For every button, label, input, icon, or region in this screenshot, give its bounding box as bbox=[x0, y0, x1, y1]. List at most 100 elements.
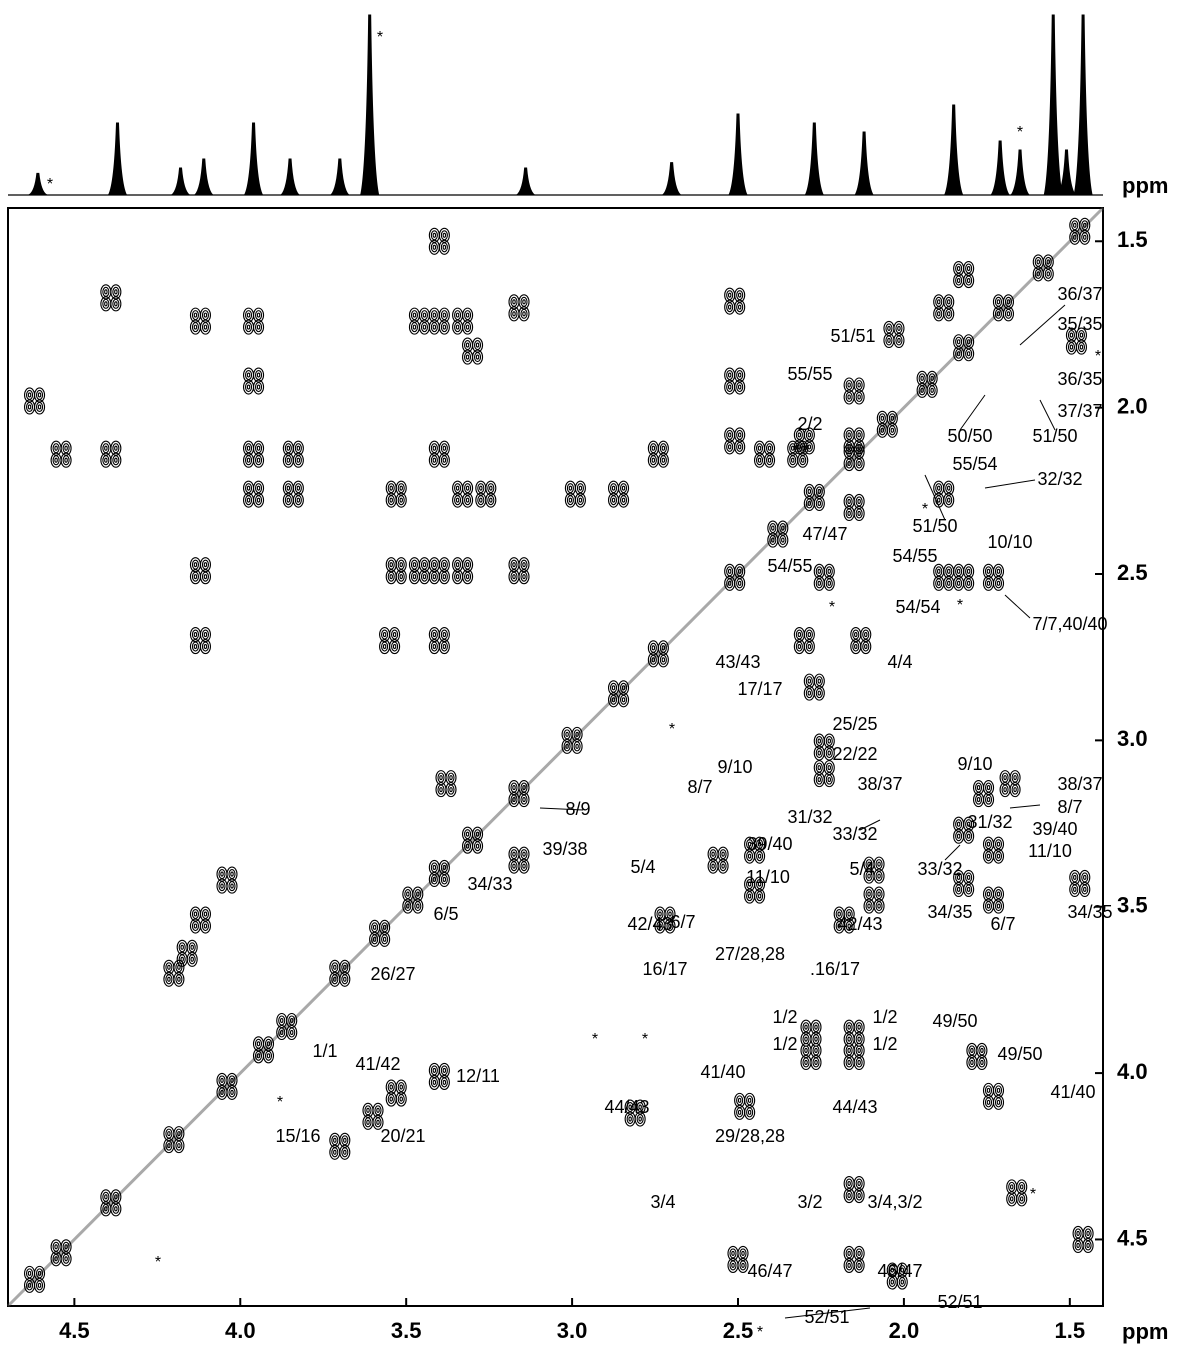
contour bbox=[956, 886, 961, 892]
contour bbox=[432, 1079, 437, 1085]
contour bbox=[900, 1267, 905, 1273]
cross-peak bbox=[1072, 1225, 1094, 1254]
contour bbox=[449, 787, 453, 793]
contour bbox=[333, 1137, 337, 1143]
contour bbox=[857, 1180, 861, 1187]
cross-peak bbox=[428, 440, 450, 468]
contour bbox=[440, 443, 448, 454]
contour bbox=[518, 569, 530, 585]
cross-peak bbox=[282, 480, 304, 508]
contour bbox=[387, 483, 395, 494]
contour bbox=[978, 1045, 986, 1056]
contour bbox=[611, 685, 616, 691]
contour bbox=[366, 1107, 370, 1113]
contour bbox=[464, 559, 472, 570]
cross-peak bbox=[1065, 327, 1088, 355]
contour bbox=[244, 495, 253, 506]
contour bbox=[430, 862, 438, 873]
cross-peak bbox=[428, 859, 450, 888]
contour bbox=[33, 399, 46, 415]
contour bbox=[855, 429, 863, 440]
contour bbox=[104, 289, 108, 295]
contour bbox=[845, 441, 853, 452]
peak-marker: * bbox=[1030, 1186, 1036, 1203]
contour bbox=[520, 861, 528, 872]
contour bbox=[465, 342, 470, 348]
contour bbox=[430, 455, 438, 466]
contour bbox=[805, 676, 813, 687]
contour bbox=[510, 296, 518, 307]
contour bbox=[440, 1077, 448, 1088]
contour bbox=[825, 762, 833, 773]
contour bbox=[847, 1262, 851, 1268]
contour bbox=[1013, 775, 1017, 781]
contour bbox=[878, 413, 886, 424]
cross-peak bbox=[953, 563, 975, 591]
contour bbox=[965, 884, 973, 895]
contour bbox=[437, 784, 445, 795]
contour bbox=[387, 495, 395, 506]
contour bbox=[343, 976, 347, 982]
contour bbox=[817, 765, 822, 771]
contour bbox=[284, 455, 292, 466]
contour bbox=[815, 578, 823, 589]
contour bbox=[284, 483, 292, 494]
contour bbox=[191, 571, 200, 582]
contour bbox=[744, 1104, 756, 1120]
contour bbox=[110, 296, 122, 312]
peak-label: 20/21 bbox=[380, 1126, 425, 1146]
contour bbox=[771, 525, 775, 531]
contour bbox=[226, 878, 238, 894]
contour bbox=[823, 745, 835, 761]
contour bbox=[845, 1190, 853, 1201]
contour bbox=[825, 566, 833, 577]
contour bbox=[815, 774, 823, 785]
contour bbox=[114, 445, 118, 451]
contour bbox=[520, 849, 528, 860]
contour bbox=[244, 483, 253, 494]
contour bbox=[331, 974, 339, 985]
peak-label: 49/50 bbox=[932, 1011, 977, 1031]
contour bbox=[857, 1262, 861, 1268]
contour bbox=[462, 492, 474, 508]
cross-peak bbox=[724, 287, 746, 315]
contour bbox=[430, 230, 438, 241]
contour bbox=[943, 306, 955, 322]
contour bbox=[104, 457, 108, 463]
contour bbox=[571, 738, 583, 754]
contour bbox=[114, 457, 118, 463]
contour bbox=[992, 575, 1005, 591]
contour bbox=[563, 729, 571, 740]
peak-label: 3/4 bbox=[650, 1192, 675, 1212]
peak-label: 4/4 bbox=[887, 652, 912, 672]
contour bbox=[455, 485, 460, 491]
contour bbox=[847, 1250, 851, 1256]
cross-peak bbox=[863, 856, 885, 884]
x-tick-label: 4.0 bbox=[225, 1318, 256, 1343]
contour bbox=[797, 452, 809, 468]
contour bbox=[489, 485, 493, 491]
peak-label: 36/35 bbox=[1057, 369, 1102, 389]
contour bbox=[815, 566, 823, 577]
contour bbox=[943, 492, 955, 508]
contour bbox=[1071, 872, 1079, 883]
contour bbox=[381, 629, 389, 640]
contour bbox=[946, 497, 951, 503]
contour bbox=[803, 439, 815, 455]
contour bbox=[201, 920, 210, 932]
cross-peak bbox=[734, 1092, 756, 1120]
peak-label: 17/17 bbox=[737, 679, 782, 699]
cross-peak bbox=[163, 959, 185, 987]
contour bbox=[1034, 268, 1042, 279]
contour bbox=[333, 976, 337, 982]
contour bbox=[994, 839, 1003, 850]
x-tick-label: 1.5 bbox=[1055, 1318, 1086, 1343]
contour bbox=[477, 495, 485, 506]
contour bbox=[736, 578, 744, 589]
contour bbox=[475, 354, 480, 360]
contour bbox=[817, 750, 822, 756]
contour bbox=[331, 1147, 339, 1158]
contour bbox=[661, 645, 666, 651]
contour bbox=[976, 785, 981, 791]
